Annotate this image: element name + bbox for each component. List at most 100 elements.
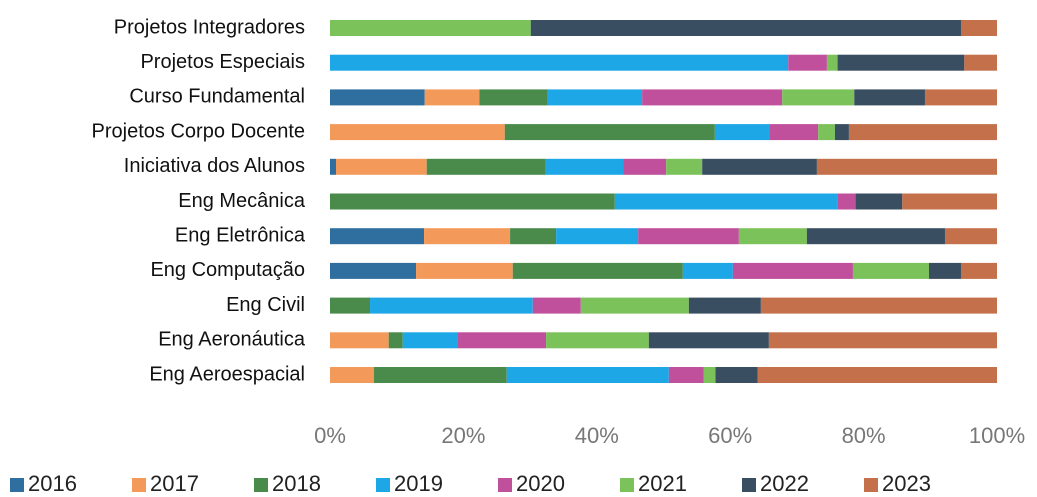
bar-segment (848, 124, 997, 141)
bar-segment (668, 367, 704, 383)
legend-swatch (132, 478, 146, 492)
category-label: Curso Fundamental (129, 86, 305, 108)
legend-label: 2020 (516, 471, 565, 496)
bar-segment (330, 332, 389, 349)
bar-segment (826, 54, 838, 71)
bar-segment (648, 332, 769, 349)
category-label: Eng Eletrônica (175, 224, 306, 246)
bar-segment (479, 89, 548, 106)
legend-swatch (498, 478, 512, 492)
bar-segment (902, 193, 997, 210)
category-label: Projetos Corpo Docente (92, 120, 305, 142)
legend-swatch (10, 478, 24, 492)
legend-swatch (254, 478, 268, 492)
bar-segment (614, 193, 838, 210)
x-tick-label: 100% (969, 423, 1025, 448)
bar-segment (556, 228, 639, 245)
x-tick-label: 80% (842, 423, 886, 448)
bar-segment (852, 262, 929, 279)
bar-segment (545, 158, 624, 175)
bar-segment (547, 89, 643, 106)
category-label: Eng Mecânica (178, 190, 306, 212)
bar-segment (330, 20, 531, 36)
legend-swatch (620, 478, 634, 492)
x-tick-label: 40% (575, 423, 619, 448)
bar-segment (426, 158, 546, 175)
bar-segment (768, 332, 997, 349)
bar-segment (330, 158, 337, 175)
bar-segment (760, 297, 997, 314)
legend-label: 2017 (150, 471, 199, 496)
bar-segment (388, 332, 403, 349)
bar-segment (330, 262, 417, 279)
bar-segment (330, 193, 615, 210)
category-label: Eng Aeronáutica (158, 329, 306, 351)
bar-segment (666, 158, 703, 175)
bar-segment (960, 262, 997, 279)
category-label: Projetos Integradores (114, 16, 305, 38)
bar-segment (816, 158, 997, 175)
bar-segment (374, 367, 507, 383)
legend-label: 2018 (272, 471, 321, 496)
category-label: Eng Computação (150, 259, 305, 281)
bar-segment (837, 193, 856, 210)
bar-segment (402, 332, 458, 349)
bar-segment (510, 228, 557, 245)
bar-segment (924, 89, 997, 106)
legend-swatch (864, 478, 878, 492)
bar-segment (757, 367, 997, 383)
bar-segment (546, 332, 649, 349)
x-tick-label: 0% (314, 423, 346, 448)
bar-segment (416, 262, 513, 279)
bar-segment (638, 228, 739, 245)
bar-segment (818, 124, 835, 141)
bar-segment (530, 20, 961, 36)
x-tick-label: 60% (708, 423, 752, 448)
category-label: Projetos Especiais (140, 51, 305, 73)
bar-segment (580, 297, 689, 314)
bar-segment (732, 262, 853, 279)
bar-segment (928, 262, 961, 279)
x-tick-label: 20% (441, 423, 485, 448)
bar-segment (457, 332, 547, 349)
legend-label: 2023 (882, 471, 931, 496)
bar-segment (960, 20, 997, 36)
legend-swatch (376, 478, 390, 492)
bar-segment (642, 89, 783, 106)
bar-segment (782, 89, 855, 106)
legend-label: 2019 (394, 471, 443, 496)
category-label: Iniciativa dos Alunos (124, 155, 305, 177)
bar-segment (854, 89, 925, 106)
bar-segment (330, 124, 505, 141)
legend-label: 2021 (638, 471, 687, 496)
bar-segment (330, 297, 371, 314)
bar-segment (506, 367, 669, 383)
bar-segment (964, 54, 997, 71)
bar-segment (424, 228, 511, 245)
bar-segment (837, 54, 965, 71)
bar-segment (855, 193, 903, 210)
bar-segment (806, 228, 945, 245)
bar-segment (703, 367, 716, 383)
bar-segment (788, 54, 827, 71)
bar-segment (738, 228, 807, 245)
bar-segment (688, 297, 761, 314)
legend-label: 2022 (760, 471, 809, 496)
bar-segment (330, 228, 425, 245)
bar-segment (330, 89, 425, 106)
bar-segment (714, 124, 770, 141)
bar-segment (370, 297, 533, 314)
bar-segment (702, 158, 817, 175)
bar-segment (834, 124, 849, 141)
bar-segment (512, 262, 683, 279)
legend-swatch (742, 478, 756, 492)
bar-segment (532, 297, 581, 314)
bar-segment (330, 367, 375, 383)
bar-segment (715, 367, 758, 383)
bar-segment (336, 158, 427, 175)
bar-segment (504, 124, 715, 141)
bar-segment (623, 158, 667, 175)
legend-label: 2016 (28, 471, 77, 496)
bar-segment (944, 228, 997, 245)
